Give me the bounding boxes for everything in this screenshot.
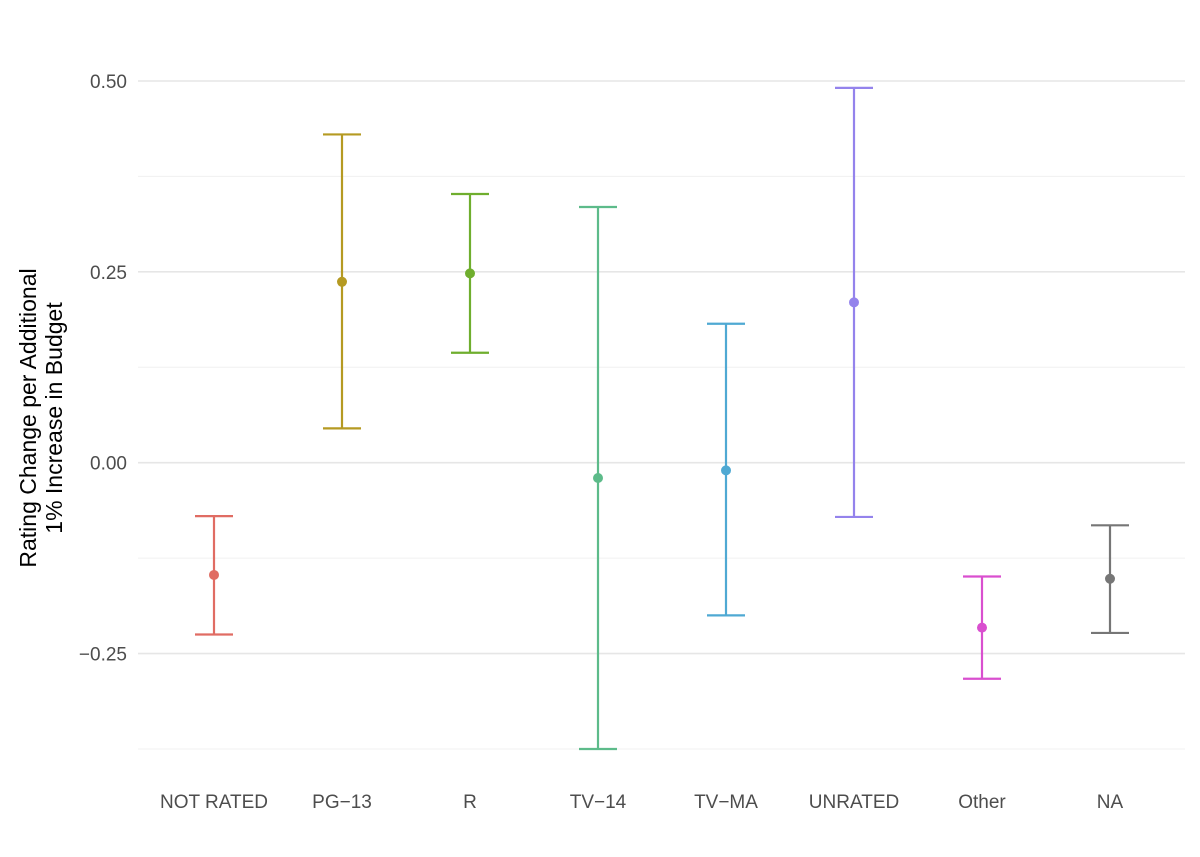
estimate-point: [593, 472, 603, 483]
x-tick-label: R: [463, 792, 477, 813]
x-tick-label: UNRATED: [809, 792, 899, 813]
x-axis-ticks: NOT RATED PG−13 R TV−14 TV−MA UNRATED Other NA: [160, 792, 1124, 813]
y-tick-label: −0.25: [79, 645, 127, 666]
x-tick-label: NA: [1097, 792, 1124, 813]
x-tick-label: NOT RATED: [160, 792, 268, 813]
y-axis-title-line-2: 1% Increase in Budget: [41, 302, 67, 534]
grid-lines: [138, 80, 1185, 750]
estimate-point: [849, 297, 859, 308]
estimate-point: [1105, 573, 1115, 584]
y-tick-label: 0.25: [90, 263, 127, 284]
y-axis-title-line-1: Rating Change per Additional: [15, 268, 41, 567]
estimate-point: [209, 569, 219, 580]
x-tick-label: Other: [958, 792, 1006, 813]
error-bars: [195, 86, 1129, 751]
x-tick-label: PG−13: [312, 792, 372, 813]
x-tick-label: TV−14: [570, 792, 627, 813]
estimate-point: [721, 465, 731, 476]
y-tick-label: 0.00: [90, 454, 127, 475]
estimate-point: [465, 268, 475, 279]
x-tick-label: TV−MA: [694, 792, 758, 813]
y-tick-label: 0.50: [90, 72, 127, 93]
estimate-point: [337, 276, 347, 287]
estimate-point: [977, 622, 987, 633]
y-axis-ticks: 0.50 0.25 0.00 −0.25: [79, 72, 127, 666]
y-axis-title: Rating Change per Additional 1% Increase…: [15, 268, 67, 567]
